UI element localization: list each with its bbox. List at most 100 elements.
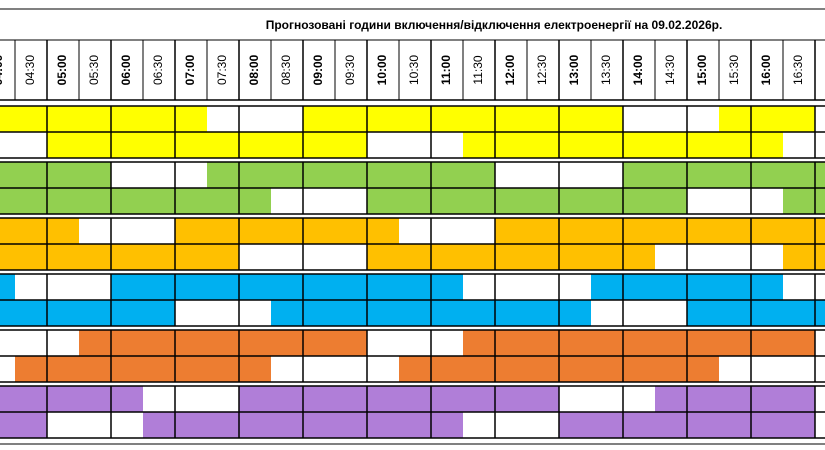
on-cell	[0, 300, 15, 326]
on-cell	[431, 274, 463, 300]
on-cell	[367, 274, 399, 300]
on-cell	[47, 106, 79, 132]
on-cell	[783, 412, 815, 438]
on-cell	[111, 244, 143, 270]
on-cell	[527, 188, 559, 214]
on-cell	[335, 106, 367, 132]
on-cell	[431, 412, 463, 438]
on-cell	[79, 300, 111, 326]
on-cell	[751, 386, 783, 412]
on-cell	[335, 274, 367, 300]
on-cell	[271, 162, 303, 188]
on-cell	[751, 218, 783, 244]
on-cell	[303, 412, 335, 438]
on-cell	[719, 386, 751, 412]
on-cell	[751, 412, 783, 438]
on-cell	[431, 244, 463, 270]
on-cell	[207, 244, 239, 270]
on-cell	[303, 274, 335, 300]
on-cell	[783, 300, 815, 326]
on-cell	[495, 244, 527, 270]
on-cell	[79, 162, 111, 188]
on-cell	[0, 274, 15, 300]
on-cell	[495, 218, 527, 244]
on-cell	[623, 244, 655, 270]
on-cell	[79, 386, 111, 412]
on-cell	[783, 218, 815, 244]
on-cell	[15, 188, 47, 214]
on-cell	[687, 162, 719, 188]
on-cell	[783, 106, 815, 132]
on-cell	[687, 386, 719, 412]
time-label: 07:00	[183, 54, 197, 85]
on-cell	[47, 132, 79, 158]
on-cell	[111, 274, 143, 300]
on-cell	[527, 218, 559, 244]
on-cell	[399, 106, 431, 132]
on-cell	[175, 412, 207, 438]
on-cell	[207, 188, 239, 214]
on-cell	[591, 132, 623, 158]
on-cell	[687, 356, 719, 382]
on-cell	[591, 106, 623, 132]
on-cell	[751, 274, 783, 300]
time-label: 16:00	[759, 54, 773, 85]
time-label: 13:00	[567, 54, 581, 85]
on-cell	[367, 162, 399, 188]
on-cell	[143, 106, 175, 132]
on-cell	[303, 300, 335, 326]
on-cell	[495, 356, 527, 382]
on-cell	[687, 330, 719, 356]
on-cell	[399, 244, 431, 270]
on-cell	[15, 412, 47, 438]
on-cell	[655, 188, 687, 214]
on-cell	[111, 300, 143, 326]
on-cell	[0, 162, 15, 188]
time-label: 08:30	[279, 55, 293, 85]
on-cell	[623, 330, 655, 356]
on-cell	[367, 244, 399, 270]
on-cell	[175, 356, 207, 382]
on-cell	[271, 132, 303, 158]
time-label: 12:00	[503, 54, 517, 85]
on-cell	[463, 330, 495, 356]
on-cell	[79, 356, 111, 382]
on-cell	[559, 412, 591, 438]
time-label: 16:30	[791, 55, 805, 85]
on-cell	[367, 412, 399, 438]
time-label: 12:30	[535, 55, 549, 85]
on-cell	[527, 386, 559, 412]
on-cell	[15, 386, 47, 412]
time-label: 10:30	[407, 55, 421, 85]
on-cell	[0, 106, 15, 132]
on-cell	[623, 356, 655, 382]
on-cell	[175, 106, 207, 132]
time-label: 04:30	[23, 55, 37, 85]
on-cell	[111, 188, 143, 214]
on-cell	[559, 300, 591, 326]
on-cell	[719, 300, 751, 326]
on-cell	[15, 162, 47, 188]
on-cell	[143, 356, 175, 382]
on-cell	[815, 218, 825, 244]
on-cell	[719, 412, 751, 438]
time-label: 14:30	[663, 55, 677, 85]
on-cell	[623, 274, 655, 300]
on-cell	[207, 132, 239, 158]
time-label: 05:30	[87, 55, 101, 85]
on-cell	[303, 330, 335, 356]
on-cell	[15, 300, 47, 326]
on-cell	[815, 162, 825, 188]
on-cell	[527, 132, 559, 158]
on-cell	[399, 386, 431, 412]
on-cell	[527, 300, 559, 326]
time-label: 05:00	[55, 54, 69, 85]
time-label: 04:00	[0, 54, 5, 85]
on-cell	[367, 218, 399, 244]
on-cell	[143, 274, 175, 300]
on-cell	[207, 218, 239, 244]
on-cell	[463, 386, 495, 412]
on-cell	[239, 132, 271, 158]
on-cell	[687, 300, 719, 326]
on-cell	[271, 300, 303, 326]
